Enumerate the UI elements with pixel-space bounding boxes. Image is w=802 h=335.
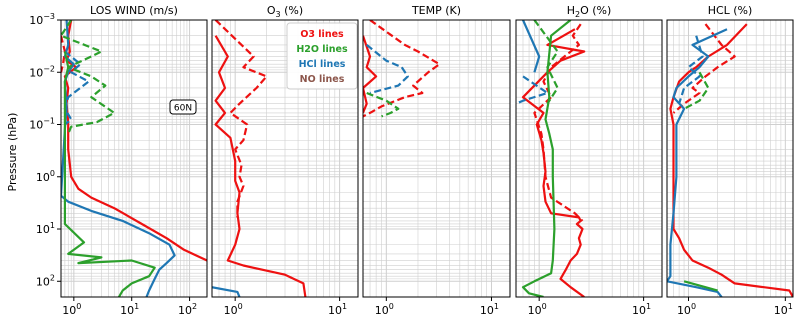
x-tick-label: 100	[224, 302, 243, 317]
annotation-label: 60N	[174, 104, 192, 114]
x-tick-label: 101	[774, 302, 793, 317]
legend-item: O3 lines	[300, 29, 344, 40]
panel-4: 100 101 H2O (%)	[515, 4, 663, 317]
series-line	[533, 20, 559, 105]
series-line	[669, 23, 793, 297]
grid	[666, 19, 793, 298]
legend-item: H2O lines	[296, 44, 348, 55]
grid	[515, 19, 662, 298]
series-line	[521, 28, 586, 297]
series-line	[61, 35, 66, 73]
x-tick-label: 101	[632, 302, 651, 317]
x-tick-label: 101	[328, 302, 347, 317]
x-tick-label: 100	[375, 302, 394, 317]
series-line	[214, 20, 268, 218]
y-tick-label: 102	[36, 273, 55, 288]
series-line	[683, 71, 710, 110]
panel-title: LOS WIND (m/s)	[90, 4, 178, 17]
panel-1: 100 101 102 LOS WIND (m/s)	[60, 4, 208, 317]
series-line	[366, 91, 400, 118]
series-group	[516, 20, 586, 297]
series-line	[61, 20, 116, 135]
x-tick-label: 102	[178, 302, 197, 317]
panel-frame	[211, 19, 359, 298]
series-line	[212, 286, 241, 297]
panel-title: O3 (%)	[267, 4, 303, 19]
series-line	[672, 23, 736, 114]
panel-title: H2O (%)	[567, 4, 612, 19]
panel-2: 100 101 O3 (%)	[211, 4, 359, 317]
panel-title: HCL (%)	[708, 4, 753, 17]
x-tick-labels: 100 101	[224, 297, 347, 317]
panel-frame	[515, 19, 663, 298]
y-tick-label: 100	[36, 169, 55, 184]
legend-item: HCl lines	[299, 59, 346, 70]
x-tick-label: 101	[120, 302, 139, 317]
x-tick-labels: 100 101	[677, 297, 793, 317]
series-line	[678, 35, 704, 105]
series-line	[63, 51, 156, 297]
y-tick-label: 10−3	[29, 12, 55, 27]
x-tick-labels: 100 101 102	[62, 297, 197, 317]
panel-frame	[60, 19, 208, 298]
x-tick-label: 101	[480, 302, 499, 317]
y-axis-label: Pressure (hPa)	[6, 113, 19, 192]
panel-frame	[362, 19, 511, 298]
series-line	[363, 20, 441, 118]
x-tick-label: 100	[677, 302, 696, 317]
legend: O3 lines H2O lines HCl lines NO lines	[286, 22, 358, 90]
panel-frame	[666, 19, 794, 298]
x-tick-label: 100	[62, 302, 81, 317]
y-tick-label: 10−1	[29, 117, 55, 132]
series-group	[61, 20, 207, 297]
series-line	[61, 20, 176, 297]
series-group	[363, 20, 441, 118]
series-line	[521, 20, 572, 297]
series-line	[63, 50, 90, 126]
x-tick-labels: 100 101	[375, 297, 499, 317]
panel-title: TEMP (K)	[411, 4, 461, 17]
y-tick-labels: 10−3 10−2 10−1 100 101 102	[29, 12, 61, 288]
series-line	[366, 44, 409, 95]
panel-3: 100 101 TEMP (K)	[362, 4, 511, 317]
series-line	[363, 35, 378, 114]
series-group	[667, 23, 793, 297]
series-line	[667, 28, 728, 297]
annotation-frame	[169, 99, 197, 115]
series-line	[214, 35, 307, 297]
legend-item: NO lines	[300, 74, 345, 85]
series-group	[212, 20, 307, 297]
series-line	[533, 23, 584, 222]
x-tick-labels: 100 101	[528, 297, 651, 317]
panel-5: 100 101 HCL (%)	[666, 4, 794, 317]
grid	[60, 19, 208, 298]
series-line	[683, 280, 718, 292]
legend-frame	[286, 22, 358, 90]
y-tick-label: 10−2	[29, 64, 55, 79]
series-line	[516, 75, 549, 105]
x-tick-label: 100	[528, 302, 547, 317]
series-line	[521, 20, 541, 73]
annotation-box: 60N	[169, 99, 197, 115]
y-tick-label: 101	[36, 221, 55, 236]
